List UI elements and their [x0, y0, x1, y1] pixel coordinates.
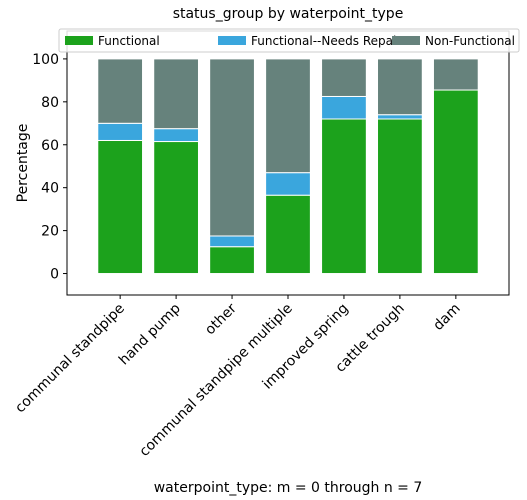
legend-label-1: Functional — [98, 34, 160, 48]
legend: Functional Functional--Needs Repair Non-Fu… — [58, 28, 520, 53]
bar-1-2 — [153, 141, 199, 275]
bar-3-1 — [97, 58, 144, 124]
legend-label-3: Non-Functional — [425, 34, 515, 48]
legend-swatch-2 — [218, 36, 246, 45]
y-tick-label-6: 100 — [32, 52, 59, 68]
y-axis: 0 20 40 60 80 100 — [32, 52, 67, 283]
bar-3-5 — [321, 58, 367, 97]
bar-2-5 — [321, 95, 367, 120]
y-tick-label-4: 60 — [41, 138, 59, 154]
y-tick-label-1: 0 — [50, 267, 59, 283]
y-tick-label-5: 80 — [41, 95, 59, 111]
y-tick-label-2: 20 — [41, 224, 59, 240]
bar-2-2 — [153, 128, 199, 143]
bar-2-4 — [265, 172, 311, 196]
bar-3-7 — [432, 58, 479, 91]
bar-1-3 — [209, 246, 255, 275]
bar-1-6 — [377, 118, 423, 275]
legend-swatch-1 — [65, 36, 93, 45]
x-tick-label-7: dam — [430, 301, 463, 334]
legend-swatch-3 — [392, 36, 420, 45]
bar-3-6 — [377, 58, 423, 116]
bar-3-2 — [153, 58, 199, 130]
legend-box — [58, 28, 520, 53]
bar-1-1 — [97, 139, 144, 275]
bar-3-4 — [265, 58, 311, 174]
bar-2-1 — [97, 122, 144, 141]
chart-title: status_group by waterpoint_type — [173, 6, 404, 22]
y-tick-label-3: 40 — [41, 181, 59, 197]
y-axis-label: Percentage — [15, 124, 31, 203]
bar-1-4 — [265, 194, 311, 275]
x-axis-label: waterpoint_type: m = 0 through n = 7 — [154, 480, 423, 496]
x-tick-label-1: communal standpipe — [12, 301, 128, 417]
bar-layer — [97, 58, 479, 275]
legend-label-2: Functional--Needs Repair — [251, 34, 401, 48]
bar-2-3 — [209, 235, 255, 248]
bar-3-3 — [209, 58, 255, 237]
bar-1-5 — [321, 118, 367, 275]
bar-2-6 — [377, 114, 423, 120]
x-tick-label-3: other — [202, 300, 240, 338]
bar-1-7 — [432, 89, 479, 275]
